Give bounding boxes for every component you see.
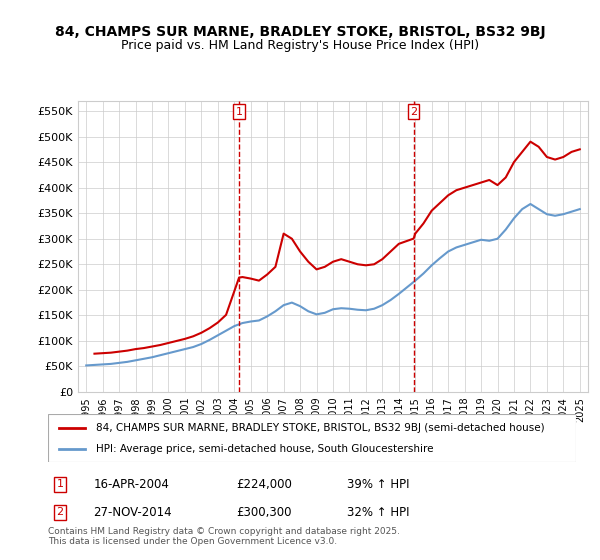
Text: £300,300: £300,300: [236, 506, 292, 519]
Text: 32% ↑ HPI: 32% ↑ HPI: [347, 506, 409, 519]
Text: HPI: Average price, semi-detached house, South Gloucestershire: HPI: Average price, semi-detached house,…: [95, 444, 433, 454]
Text: 84, CHAMPS SUR MARNE, BRADLEY STOKE, BRISTOL, BS32 9BJ: 84, CHAMPS SUR MARNE, BRADLEY STOKE, BRI…: [55, 25, 545, 39]
Text: 27-NOV-2014: 27-NOV-2014: [92, 506, 172, 519]
Text: 16-APR-2004: 16-APR-2004: [94, 478, 170, 491]
Text: 39% ↑ HPI: 39% ↑ HPI: [347, 478, 409, 491]
Text: 84, CHAMPS SUR MARNE, BRADLEY STOKE, BRISTOL, BS32 9BJ (semi-detached house): 84, CHAMPS SUR MARNE, BRADLEY STOKE, BRI…: [95, 423, 544, 433]
FancyBboxPatch shape: [48, 414, 576, 462]
Text: £224,000: £224,000: [236, 478, 292, 491]
Text: 2: 2: [410, 106, 417, 116]
Text: Contains HM Land Registry data © Crown copyright and database right 2025.
This d: Contains HM Land Registry data © Crown c…: [48, 526, 400, 546]
Text: 1: 1: [236, 106, 242, 116]
Text: 1: 1: [56, 479, 64, 489]
Text: 2: 2: [56, 507, 64, 517]
Text: Price paid vs. HM Land Registry's House Price Index (HPI): Price paid vs. HM Land Registry's House …: [121, 39, 479, 52]
